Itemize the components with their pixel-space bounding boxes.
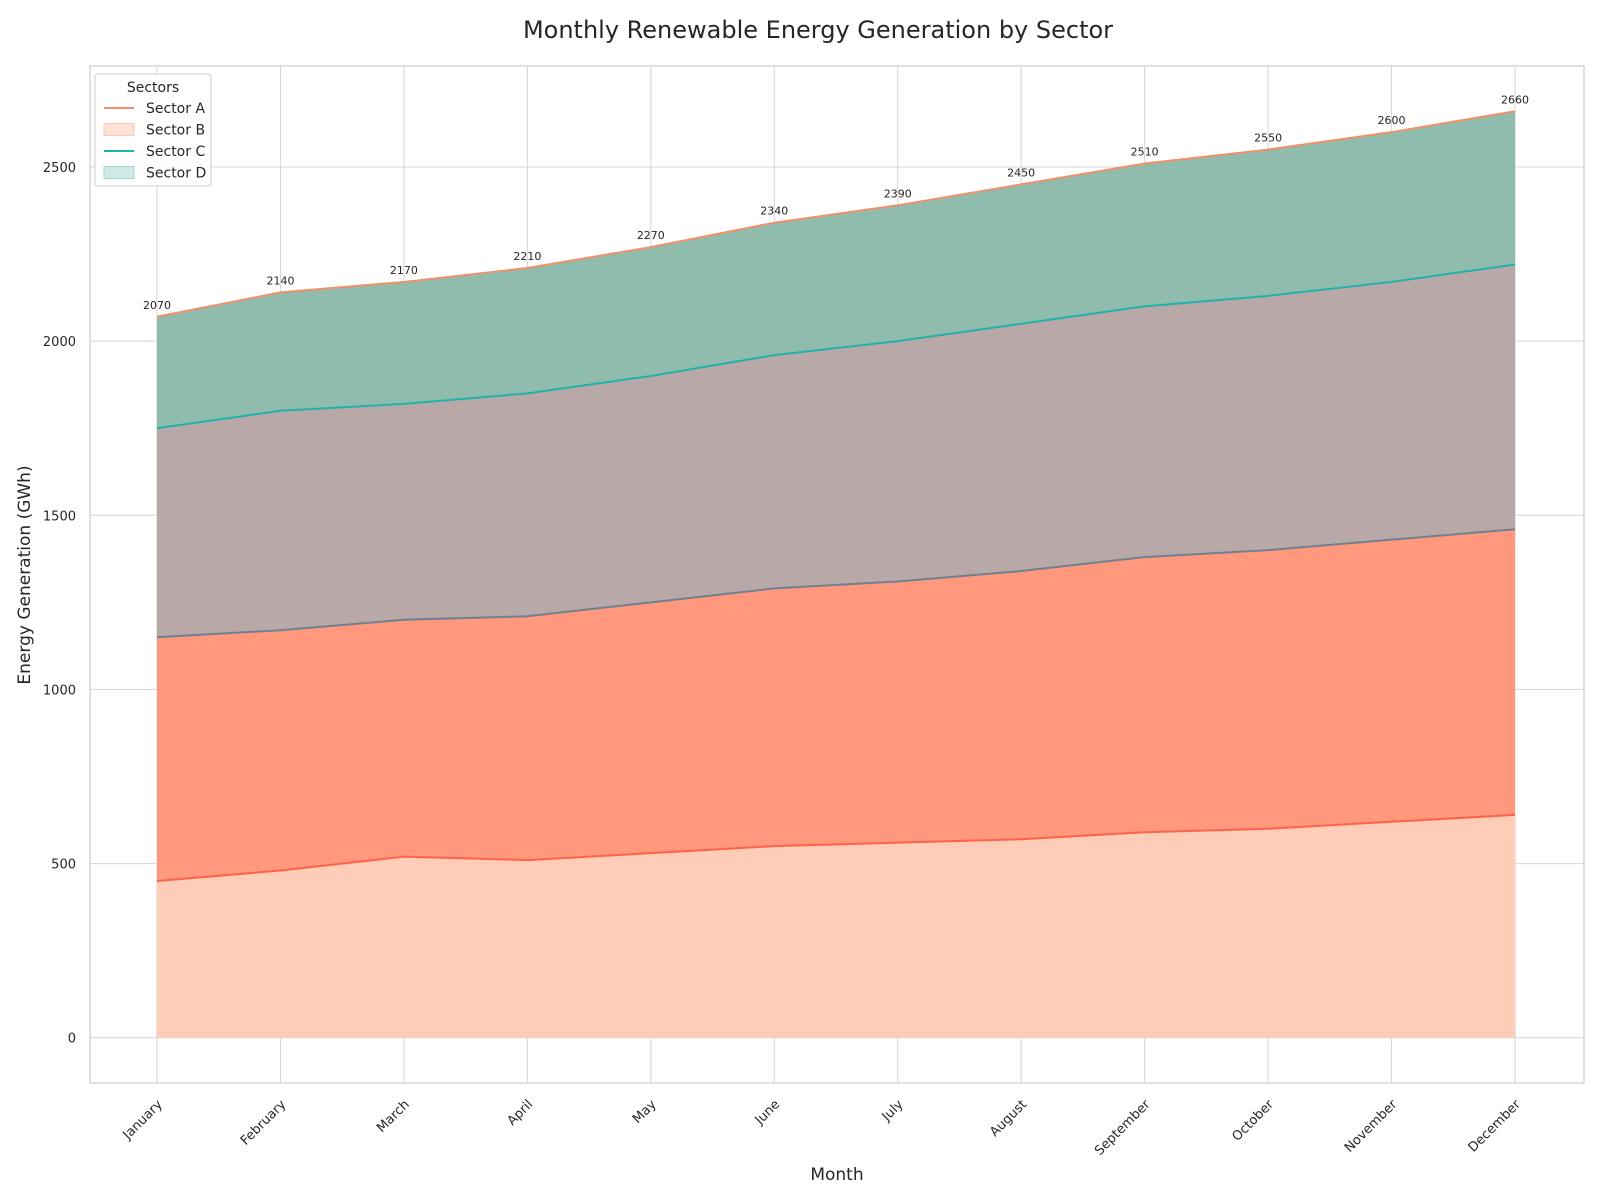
x-tick-label: September [1092, 1097, 1154, 1159]
y-tick-label: 1000 [43, 683, 76, 698]
total-label: 2270 [637, 229, 665, 242]
total-label: 2510 [1131, 146, 1159, 159]
x-tick-label: November [1342, 1097, 1401, 1156]
legend-box [94, 73, 212, 187]
legend: Sectors Sector A Sector B Sector C Sector D [94, 73, 212, 187]
chart-title: Monthly Renewable Energy Generation by S… [523, 16, 1113, 44]
total-label: 2140 [266, 274, 294, 287]
total-label: 2210 [513, 250, 541, 263]
total-labels: 2070 2140 2170 2210 2270 2340 2390 2450 2510 2550… [143, 93, 1529, 311]
y-tick-label: 0 [68, 1032, 76, 1047]
x-tick-label: May [630, 1097, 660, 1127]
x-tick-label: January [120, 1097, 166, 1143]
total-label: 2390 [884, 187, 912, 200]
series-lines [156, 110, 1516, 882]
legend-swatch-patch [103, 166, 135, 179]
y-tick-label: 500 [51, 858, 76, 873]
x-tick-label: July [879, 1097, 907, 1125]
legend-title: Sectors [127, 80, 179, 96]
plot-frame [89, 65, 1585, 1084]
x-tick-labels: January February March April May June July Augu… [120, 1097, 1525, 1159]
y-tick-labels: 0 500 1000 1500 2000 2500 [43, 161, 76, 1047]
legend-swatch-patch [103, 123, 135, 136]
line-sector-a [156, 813, 1516, 882]
x-axis-label: Month [810, 1165, 863, 1185]
total-label: 2660 [1501, 93, 1529, 106]
y-tick-label: 2000 [43, 335, 76, 350]
legend-label: Sector B [146, 123, 205, 139]
total-label: 2070 [143, 299, 171, 312]
legend-label: Sector D [146, 166, 206, 182]
line-sector-d [156, 110, 1516, 318]
total-label: 2450 [1007, 166, 1035, 179]
y-axis-label: Energy Generation (GWh) [15, 465, 35, 684]
x-tick-label: June [752, 1097, 783, 1128]
legend-label: Sector A [146, 101, 205, 117]
area-sector-a [157, 814, 1515, 1038]
line-sector-c [156, 263, 1516, 430]
x-tick-label: February [238, 1097, 290, 1149]
x-tick-label: December [1466, 1097, 1525, 1156]
total-label: 2170 [390, 264, 418, 277]
total-label: 2550 [1254, 132, 1282, 145]
total-label: 2600 [1378, 114, 1406, 127]
x-tick-label: April [505, 1097, 537, 1129]
x-tick-label: August [987, 1097, 1030, 1140]
total-label: 2340 [760, 205, 788, 218]
y-tick-label: 1500 [43, 509, 76, 524]
line-sector-b [156, 528, 1516, 639]
legend-label: Sector C [146, 144, 205, 160]
area-sector-d [157, 111, 1515, 429]
y-tick-label: 2500 [43, 161, 76, 176]
area-sector-c [157, 264, 1515, 638]
stacked-areas [157, 111, 1515, 1038]
x-tick-label: March [374, 1097, 413, 1136]
x-tick-label: October [1230, 1097, 1278, 1145]
